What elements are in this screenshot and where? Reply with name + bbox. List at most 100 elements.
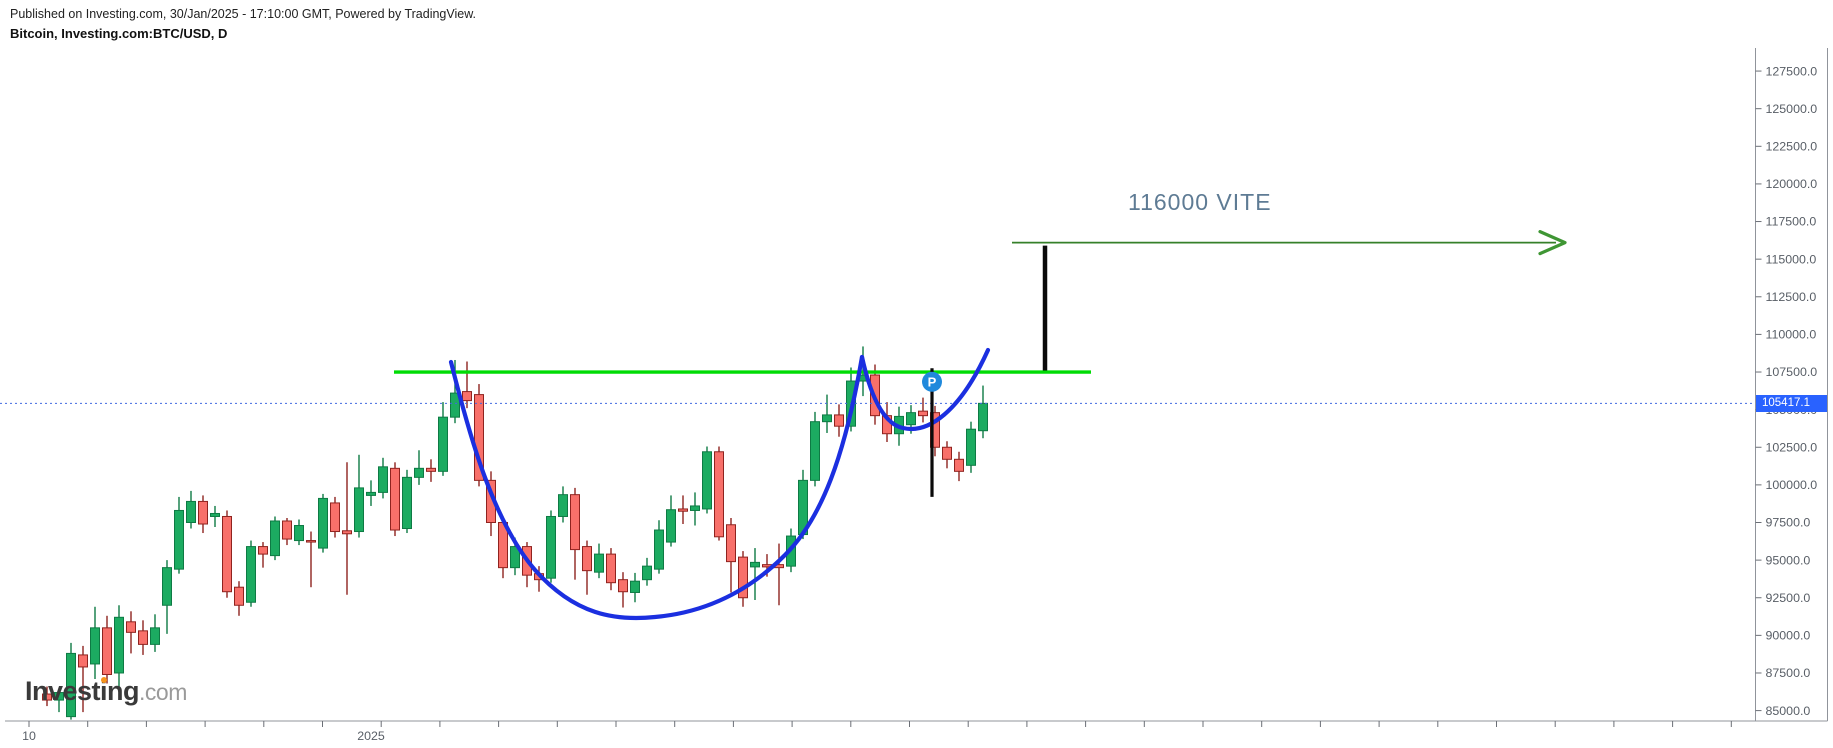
candle [162,560,172,634]
small-cup-curve[interactable] [859,347,991,432]
candle [462,361,472,409]
price-pin-label: P [928,374,937,389]
price-tick-label: 120000.0 [1766,177,1818,191]
candle [66,642,76,720]
candle [390,462,400,537]
candle [642,557,652,586]
price-tick-label: 97500.0 [1766,516,1811,530]
candle [618,572,628,608]
candle [774,543,784,606]
candle [594,543,604,579]
candle [438,402,448,476]
candles-layer [42,346,988,720]
investing-logo: Investing .com [25,676,187,707]
candle [942,441,952,469]
candle [834,404,844,437]
price-tick-label: 107500.0 [1766,365,1818,379]
candle [414,450,424,485]
investing-logo-brand: Investing [25,676,140,706]
time-tick-label: 2025 [357,729,385,743]
price-tick-label: 112500.0 [1766,290,1817,304]
candle [666,495,676,547]
time-tick-label: 10 [22,729,36,743]
candle [222,510,232,598]
price-tick-label: 122500.0 [1766,140,1818,154]
candle [294,519,304,546]
candle [78,645,88,713]
candle [258,542,268,568]
candle [210,505,220,528]
candle [42,686,52,707]
price-tick-label: 92500.0 [1766,591,1811,605]
candle [822,394,832,433]
candle [918,397,928,423]
candle [714,446,724,541]
candle [174,496,184,574]
price-pin[interactable]: P [922,371,942,392]
candle [150,614,160,652]
candle [654,520,664,574]
investing-logo-flame-icon [101,677,107,683]
candle [978,385,988,439]
candle [318,493,328,553]
candle [966,421,976,473]
candle [138,620,148,655]
candle [378,457,388,499]
price-tick-label: 127500.0 [1766,64,1818,78]
candle [630,572,640,603]
price-tick-label: 110000.0 [1766,328,1817,342]
candle [546,510,556,583]
price-tick-label: 85000.0 [1766,704,1811,718]
candle [282,517,292,546]
candle [114,605,124,687]
candle [54,689,64,713]
candle [402,469,412,534]
candle [690,492,700,526]
instrument-title: Bitcoin, Investing.com:BTC/USD, D [10,26,228,41]
published-line: Published on Investing.com, 30/Jan/2025 … [10,7,477,21]
candle [234,581,244,616]
candle [726,517,736,593]
current-price-axis-label: 105417.1 [1756,395,1827,412]
candle [606,548,616,591]
big-cup-curve[interactable] [448,354,865,621]
arrowhead-icon [1538,230,1567,256]
candle [186,490,196,529]
candle [246,540,256,607]
candle [738,551,748,607]
price-tick-label: 102500.0 [1766,440,1818,454]
candle [126,611,136,654]
candle [558,486,568,523]
candle [750,548,760,600]
candle [330,496,340,538]
price-tick-label: 100000.0 [1766,478,1818,492]
price-tick-label: 115000.0 [1766,252,1817,266]
investing-logo-suffix: .com [139,679,187,705]
drawings-layer: P [0,230,1756,621]
candle [270,516,280,561]
candle [702,446,712,514]
candle [198,495,208,534]
candle [810,411,820,487]
axes-layer: 127500.0 125000.0 122500.0 120000.0 117500.0… [5,48,1828,743]
price-tick-label: 95000.0 [1766,553,1811,567]
candle [474,384,484,487]
candle [954,451,964,482]
candle [102,615,112,684]
price-tick-label: 125000.0 [1766,102,1818,116]
price-tick-label: 87500.0 [1766,666,1811,680]
candle [582,540,592,595]
price-tick-label: 117500.0 [1766,215,1817,229]
candle [306,531,316,588]
candle [90,606,100,679]
candle [354,454,364,538]
candle [678,495,688,525]
target-annotation-text[interactable]: 116000 VITE [1128,189,1272,215]
candle [570,487,580,580]
candle [342,462,352,595]
candle [366,480,376,506]
price-tick-label: 90000.0 [1766,629,1811,643]
candle [426,459,436,482]
